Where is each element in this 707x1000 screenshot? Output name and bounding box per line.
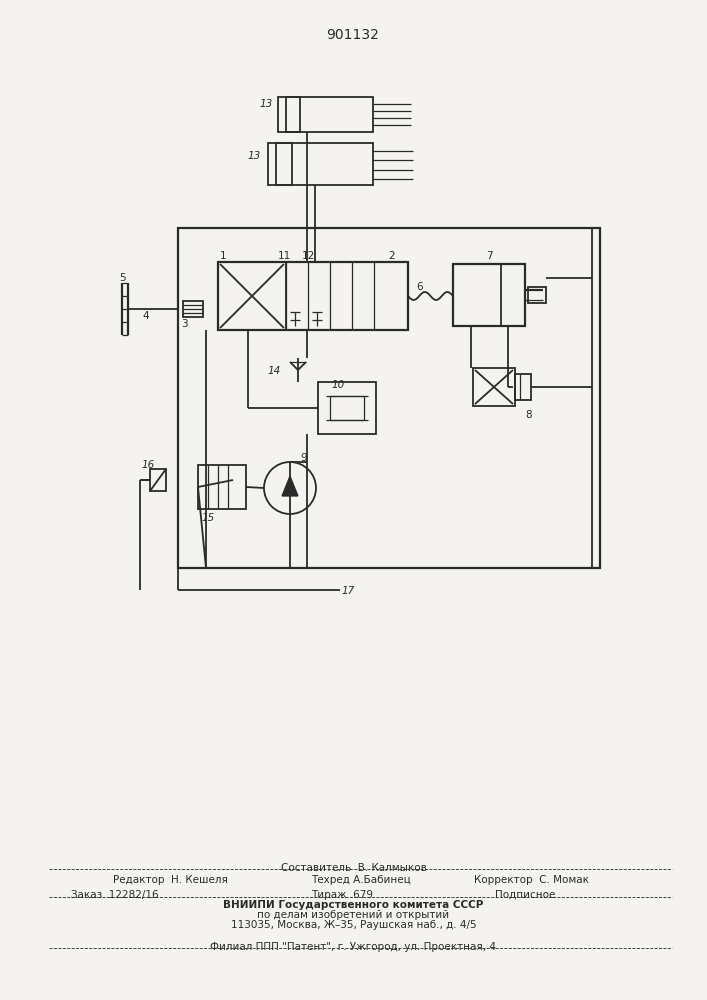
Text: 1: 1 [220, 251, 227, 261]
Text: 10: 10 [332, 380, 345, 390]
Polygon shape [282, 476, 298, 496]
Bar [183, 301, 203, 317]
Bar [286, 97, 300, 132]
Text: 113035, Москва, Ж–35, Раушская наб., д. 4/5: 113035, Москва, Ж–35, Раушская наб., д. … [230, 920, 477, 930]
Text: 5: 5 [119, 273, 127, 283]
Bar [473, 368, 515, 406]
Text: Тираж  679: Тираж 679 [311, 890, 373, 900]
Text: 6: 6 [416, 282, 423, 292]
Text: 8: 8 [525, 410, 532, 420]
Text: Техред А.Бабинец: Техред А.Бабинец [311, 875, 411, 885]
Text: 901132: 901132 [327, 28, 380, 42]
Bar [515, 374, 531, 400]
Bar [150, 469, 166, 491]
Bar [318, 382, 376, 434]
Text: 16: 16 [141, 460, 155, 470]
Text: Подписное: Подписное [495, 890, 555, 900]
Text: 17: 17 [342, 586, 355, 596]
Text: 11: 11 [278, 251, 291, 261]
Bar [178, 228, 600, 568]
Bar [218, 262, 408, 330]
Text: 15: 15 [201, 513, 215, 523]
Text: 3: 3 [181, 319, 187, 329]
Text: по делам изобретений и открытий: по делам изобретений и открытий [257, 910, 450, 920]
Text: Филиал ППП "Патент", г. Ужгород, ул. Проектная, 4: Филиал ППП "Патент", г. Ужгород, ул. Про… [211, 942, 496, 952]
Bar [330, 396, 364, 420]
Bar [453, 264, 525, 326]
Text: 2: 2 [388, 251, 395, 261]
Text: 14: 14 [268, 366, 281, 376]
Bar [276, 143, 292, 185]
Text: Составитель  В. Калмыков: Составитель В. Калмыков [281, 863, 426, 873]
Text: ВНИИПИ Государственного комитета СССР: ВНИИПИ Государственного комитета СССР [223, 900, 484, 910]
Bar [268, 143, 373, 185]
Text: Корректор  С. Момак: Корректор С. Момак [474, 875, 589, 885]
Bar [278, 97, 373, 132]
Bar [198, 465, 246, 509]
Text: Редактор  Н. Кешеля: Редактор Н. Кешеля [113, 875, 228, 885]
Text: 12: 12 [302, 251, 315, 261]
Text: 13: 13 [248, 151, 262, 161]
Text: 13: 13 [260, 99, 273, 109]
Bar [218, 262, 286, 330]
Bar [528, 287, 546, 303]
Text: 4: 4 [142, 311, 148, 321]
Text: 9: 9 [300, 453, 307, 463]
Text: 7: 7 [486, 251, 492, 261]
Text: Заказ  12282/16: Заказ 12282/16 [71, 890, 158, 900]
